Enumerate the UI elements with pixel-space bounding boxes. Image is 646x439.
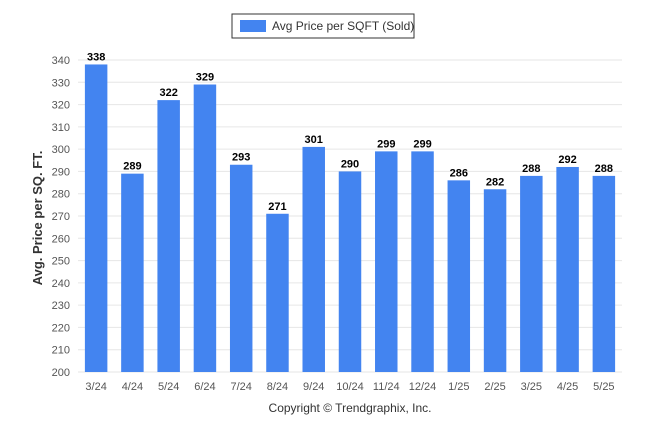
x-tick-label: 7/24 (230, 381, 251, 393)
data-label: 288 (522, 163, 540, 175)
data-label: 282 (486, 176, 504, 188)
bar[interactable] (121, 173, 144, 372)
bar[interactable] (84, 64, 108, 372)
y-tick-label: 200 (52, 367, 70, 379)
data-label: 271 (268, 201, 286, 213)
y-tick-label: 280 (52, 189, 70, 201)
data-label: 290 (341, 158, 359, 170)
x-tick-label: 6/24 (194, 381, 215, 393)
y-tick-label: 220 (52, 322, 70, 334)
x-tick-label: 9/24 (303, 381, 324, 393)
y-tick-label: 230 (52, 300, 70, 312)
bar[interactable] (411, 151, 434, 372)
y-tick-label: 320 (52, 100, 70, 112)
data-label: 289 (123, 161, 141, 173)
x-tick-label: 1/25 (448, 381, 469, 393)
legend[interactable]: Avg Price per SQFT (Sold) (231, 13, 415, 39)
data-label: 293 (232, 152, 250, 164)
bar[interactable] (520, 175, 543, 372)
bar[interactable] (229, 164, 253, 372)
y-tick-label: 340 (52, 55, 70, 67)
copyright-text: Copyright © Trendgraphix, Inc. (269, 401, 432, 415)
bar[interactable] (193, 84, 217, 372)
data-label: 338 (87, 51, 105, 63)
data-label: 322 (159, 87, 177, 99)
data-label: 301 (305, 134, 323, 146)
data-labels: 338 289 322 329 293 271 301 290 299 299 286 282 288 2… (87, 51, 613, 212)
bars (84, 64, 616, 372)
x-tick-label: 2/25 (484, 381, 505, 393)
y-tick-label: 330 (52, 77, 70, 89)
x-tick-label: 5/24 (158, 381, 179, 393)
data-label: 288 (595, 163, 613, 175)
data-label: 299 (377, 138, 395, 150)
y-tick-label: 300 (52, 144, 70, 156)
x-tick-label: 5/25 (593, 381, 614, 393)
bar[interactable] (375, 151, 398, 372)
y-tick-label: 250 (52, 256, 70, 268)
x-tick-label: 11/24 (373, 381, 400, 393)
x-tick-label: 10/24 (336, 381, 364, 393)
data-label: 292 (558, 154, 576, 166)
x-tick-label: 4/24 (122, 381, 143, 393)
data-label: 299 (413, 138, 431, 150)
bar[interactable] (483, 189, 507, 372)
x-tick-label: 12/24 (409, 381, 437, 393)
y-tick-label: 310 (52, 122, 70, 134)
bar[interactable] (266, 213, 289, 372)
y-tick-label: 240 (52, 278, 70, 290)
y-tick-label: 260 (52, 233, 70, 245)
y-tick-label: 270 (52, 211, 70, 223)
data-label: 329 (196, 72, 214, 84)
x-tick-label: 8/24 (267, 381, 288, 393)
bar[interactable] (338, 171, 362, 372)
bar[interactable] (447, 180, 471, 372)
x-tick-label: 3/24 (85, 381, 106, 393)
data-label: 286 (450, 167, 468, 179)
bar[interactable] (592, 175, 616, 372)
x-tick-label: 3/25 (521, 381, 542, 393)
bar[interactable] (157, 100, 180, 372)
y-tick-labels: 200 210 220 230 240 250 260 270 280 290 300 310 320 3… (52, 55, 70, 379)
legend-label: Avg Price per SQFT (Sold) (272, 19, 414, 33)
y-axis-title: Avg. Price per SQ. FT. (30, 151, 45, 286)
bar[interactable] (302, 146, 325, 372)
x-tick-labels: 3/24 4/24 5/24 6/24 7/24 8/24 9/24 10/24 11/24 12… (85, 381, 614, 393)
y-tick-label: 210 (52, 345, 70, 357)
y-tick-label: 290 (52, 166, 70, 178)
bar[interactable] (556, 166, 579, 372)
legend-swatch (240, 20, 266, 32)
x-tick-label: 4/25 (557, 381, 578, 393)
